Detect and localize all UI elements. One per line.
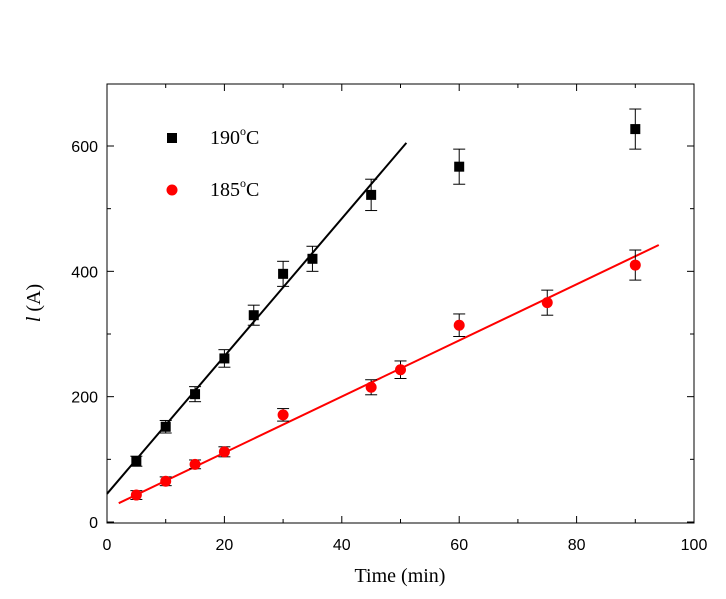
- square-marker: [630, 124, 641, 135]
- x-tick-label: 20: [216, 537, 234, 554]
- x-axis-title: Time (min): [355, 565, 446, 587]
- circle-marker: [130, 489, 142, 501]
- circle-marker: [453, 319, 465, 331]
- data-point-series-1: [130, 489, 143, 501]
- data-point-series-0: [453, 148, 466, 185]
- data-point-series-0: [159, 419, 172, 434]
- legend-marker-190: [167, 133, 177, 143]
- square-marker: [454, 161, 465, 172]
- circle-marker: [277, 409, 289, 421]
- data-points: [130, 108, 642, 501]
- y-tick-label: 600: [71, 139, 98, 156]
- y-tick-label: 200: [71, 390, 98, 407]
- circle-marker: [218, 446, 230, 458]
- square-marker: [160, 421, 171, 432]
- x-tick-label: 100: [681, 537, 708, 554]
- data-point-series-1: [159, 475, 172, 487]
- y-axis-title: l (A): [23, 284, 45, 322]
- data-point-series-0: [365, 178, 378, 212]
- x-tick-label: 80: [568, 537, 586, 554]
- legend-label-185: 185oC: [210, 176, 259, 201]
- data-point-series-0: [130, 455, 143, 467]
- axis-ticks: 0 20 40 60 80 100 0 200 400 600: [71, 84, 707, 554]
- data-point-series-1: [218, 446, 231, 458]
- square-marker: [366, 189, 377, 200]
- x-tick-label: 0: [103, 537, 112, 554]
- data-point-series-0: [306, 245, 319, 272]
- y-tick-label: 400: [71, 264, 98, 281]
- data-point-series-1: [629, 249, 642, 281]
- data-point-series-1: [394, 360, 407, 379]
- x-tick-label: 40: [333, 537, 351, 554]
- data-point-series-0: [218, 349, 231, 368]
- y-axis-symbol: l: [23, 316, 45, 322]
- circle-marker: [160, 475, 172, 487]
- x-tick-label: 60: [450, 537, 468, 554]
- square-marker: [219, 353, 230, 364]
- square-marker: [131, 456, 142, 467]
- square-marker: [307, 253, 318, 264]
- square-marker: [248, 310, 259, 321]
- data-point-series-0: [247, 304, 260, 326]
- y-tick-label: 0: [89, 515, 98, 532]
- square-marker: [278, 268, 289, 279]
- data-point-series-1: [277, 408, 290, 422]
- legend-label-190: 190oC: [210, 124, 259, 149]
- circle-marker: [629, 259, 641, 271]
- data-point-series-0: [277, 260, 290, 287]
- circle-marker: [395, 364, 406, 376]
- data-point-series-1: [365, 379, 378, 396]
- circle-marker: [365, 381, 377, 393]
- legend-marker-185: [166, 184, 178, 196]
- fit-line-series-1: [118, 244, 660, 505]
- circle-marker: [541, 297, 553, 309]
- data-point-series-0: [189, 386, 202, 403]
- data-point-series-1: [189, 458, 202, 470]
- fit-lines: [106, 142, 660, 505]
- data-point-series-1: [541, 289, 554, 316]
- data-point-series-1: [453, 313, 466, 338]
- data-point-series-0: [629, 108, 642, 150]
- legend: 190oC 185oC: [166, 124, 259, 201]
- square-marker: [190, 389, 201, 400]
- circle-marker: [189, 458, 201, 470]
- y-axis-unit: (A): [23, 284, 45, 317]
